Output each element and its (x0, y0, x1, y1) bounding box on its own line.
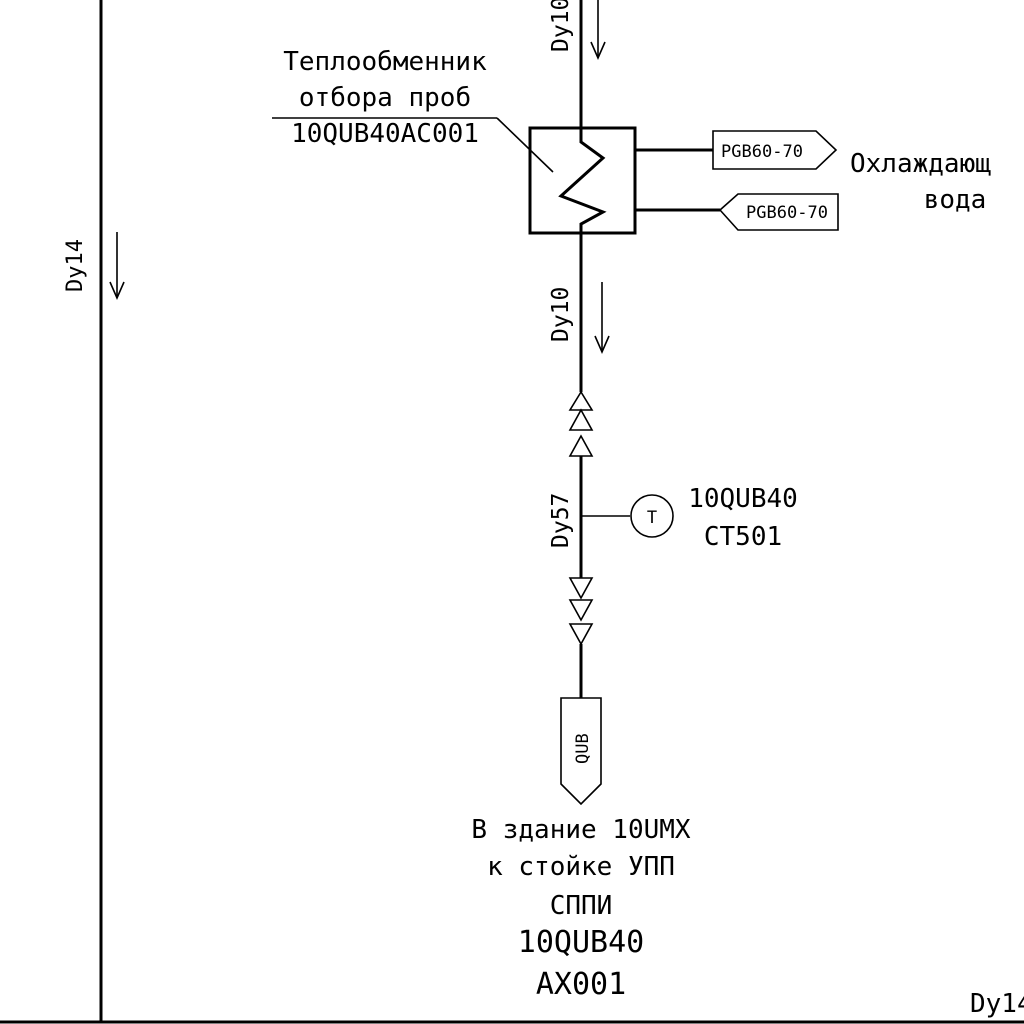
terminal-label: QUB (573, 733, 593, 764)
heat-exchanger-tag: 10QUB40AC001 (291, 119, 479, 149)
middle-pipe-label: Dy10 (548, 287, 574, 342)
sensor-tag-line1: 10QUB40 (688, 484, 798, 514)
upper-reducer-icon (568, 390, 594, 457)
left-pipe-label: Dy14 (63, 239, 88, 292)
left-flow-arrow-icon (109, 232, 125, 300)
terminal-tag (560, 697, 602, 806)
connector-top-tag (712, 130, 838, 170)
connector-top-label: PGB60-70 (721, 142, 803, 162)
connector-bottom-tag (718, 193, 839, 231)
middle-flow-arrow-icon (594, 282, 610, 354)
cooling-water-label-line1: Охлаждающ (850, 149, 991, 179)
heat-exchanger (496, 117, 637, 235)
cooling-water-label-line2: вода (924, 185, 987, 215)
heat-exchanger-name-line2: отбора проб (299, 83, 471, 113)
sensor-tag-line2: CT501 (704, 522, 782, 552)
destination-line5: AX001 (536, 967, 626, 1002)
heat-exchanger-name-line1: Теплообменник (283, 47, 487, 77)
lower-pipe-label: Dy57 (548, 493, 574, 548)
destination-line4: 10QUB40 (518, 925, 644, 960)
sensor-symbol: T (647, 508, 657, 528)
coil-zigzag-icon (558, 128, 607, 233)
lower-reducer-icon (568, 577, 594, 646)
destination-line1: В здание 10UMX (471, 815, 690, 845)
temperature-sensor-icon (630, 494, 674, 538)
destination-line2: к стойке УПП (487, 852, 675, 882)
top-flow-arrow-icon (590, 0, 606, 60)
destination-line3: СППИ (550, 891, 613, 921)
bottom-right-pipe-label: Dy14 (970, 989, 1024, 1019)
top-pipe-label: Dy10 (548, 0, 574, 52)
connector-bottom-label: PGB60-70 (746, 203, 828, 223)
